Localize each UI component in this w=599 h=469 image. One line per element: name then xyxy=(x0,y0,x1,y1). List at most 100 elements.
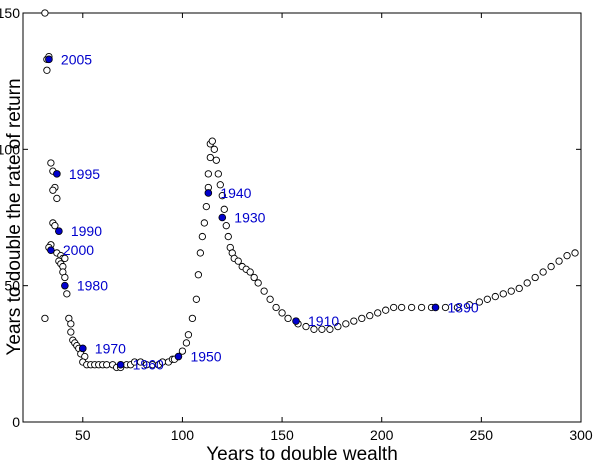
year-label: 1990 xyxy=(71,223,102,239)
data-point xyxy=(246,268,254,276)
data-point xyxy=(194,271,203,279)
y-axis-title: Years to double the rate of return xyxy=(4,78,25,355)
data-point xyxy=(250,273,258,282)
year-label: 1960 xyxy=(133,357,164,373)
data-point xyxy=(350,317,358,325)
year-label: 1910 xyxy=(308,313,339,329)
x-tick-label: 250 xyxy=(470,427,494,443)
data-point xyxy=(483,295,491,303)
plot-frame xyxy=(22,12,582,423)
data-point xyxy=(218,192,226,200)
data-point xyxy=(318,325,326,333)
data-point xyxy=(284,314,292,323)
data-point xyxy=(63,290,71,298)
highlight-point xyxy=(431,303,440,312)
data-point xyxy=(539,268,547,276)
data-point xyxy=(547,262,555,271)
data-point xyxy=(407,303,416,312)
year-labels: 2005 1995 1990 2000 1980 1970 1960 1950 1940 1930… xyxy=(61,51,479,372)
data-point xyxy=(49,186,57,194)
data-point xyxy=(41,9,49,17)
highlighted-markers xyxy=(45,55,440,369)
y-tick-label: 0 xyxy=(12,414,20,430)
data-point xyxy=(216,181,224,189)
data-point xyxy=(47,159,55,167)
data-point xyxy=(184,331,193,339)
data-point xyxy=(67,320,75,328)
data-point xyxy=(266,295,274,303)
data-point xyxy=(374,309,382,317)
data-point xyxy=(571,249,579,257)
data-point xyxy=(198,232,207,241)
data-point xyxy=(417,303,426,312)
highlight-point xyxy=(218,213,227,222)
data-point xyxy=(67,328,75,336)
data-point xyxy=(206,153,214,162)
year-label: 1890 xyxy=(448,299,479,315)
year-label: 1950 xyxy=(190,349,221,365)
data-point xyxy=(390,303,398,312)
data-point xyxy=(192,295,201,303)
data-point xyxy=(61,254,69,263)
data-point xyxy=(51,222,59,230)
data-point xyxy=(499,290,507,298)
data-point xyxy=(222,222,230,230)
data-point xyxy=(41,314,49,323)
data-point xyxy=(453,303,462,312)
data-point xyxy=(202,202,210,211)
data-point xyxy=(342,320,350,328)
data-point xyxy=(212,156,220,164)
data-point xyxy=(441,303,450,312)
year-label: 1995 xyxy=(69,166,100,182)
data-point xyxy=(507,287,515,295)
data-point xyxy=(523,279,531,287)
data-point xyxy=(136,358,145,366)
highlight-point xyxy=(55,227,63,235)
data-point xyxy=(465,301,474,309)
data-point xyxy=(515,284,523,293)
year-label: 2000 xyxy=(63,242,94,258)
highlight-point xyxy=(61,281,69,290)
year-label: 1940 xyxy=(220,185,251,201)
data-point xyxy=(178,347,187,355)
data-point xyxy=(196,249,205,257)
data-point xyxy=(200,219,209,227)
data-point xyxy=(224,232,232,241)
data-point xyxy=(188,314,197,323)
year-label: 2005 xyxy=(61,51,92,67)
axis-ticks: 50 100 150 200 250 300 0 50 100 150 xyxy=(0,5,593,443)
data-point xyxy=(475,298,484,306)
year-label: 1930 xyxy=(234,210,265,226)
data-point xyxy=(204,170,212,178)
data-point xyxy=(326,325,334,333)
data-point xyxy=(43,66,51,74)
data-point xyxy=(220,205,228,213)
highlight-point xyxy=(204,189,213,197)
data-point xyxy=(491,292,499,301)
data-point xyxy=(310,325,318,333)
data-point xyxy=(214,170,222,178)
data-point xyxy=(260,287,268,295)
data-point xyxy=(382,306,390,314)
data-point xyxy=(272,303,280,312)
data-point xyxy=(563,252,571,260)
highlight-point xyxy=(53,170,61,178)
data-point xyxy=(358,314,366,323)
data-point xyxy=(210,145,218,153)
year-label: 1980 xyxy=(77,278,108,294)
x-tick-label: 300 xyxy=(569,427,593,443)
data-point xyxy=(61,273,69,282)
highlight-point xyxy=(78,344,87,353)
x-tick-label: 50 xyxy=(75,427,91,443)
data-point xyxy=(254,279,262,287)
x-tick-label: 150 xyxy=(270,427,294,443)
y-tick-label: 50 xyxy=(4,278,20,294)
data-point xyxy=(366,312,374,320)
data-point xyxy=(234,257,242,265)
x-tick-label: 100 xyxy=(171,427,195,443)
data-point xyxy=(334,322,342,331)
data-point xyxy=(555,257,563,265)
data-point xyxy=(53,194,61,203)
y-tick-label: 150 xyxy=(0,5,20,21)
